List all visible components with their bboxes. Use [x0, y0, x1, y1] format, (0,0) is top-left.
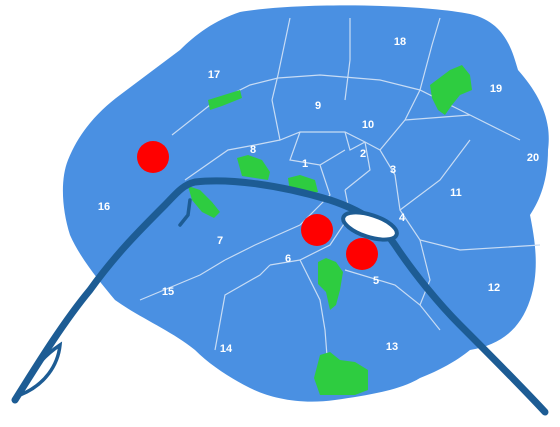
- district-label-17: 17: [208, 69, 220, 81]
- district-label-20: 20: [527, 152, 539, 164]
- district-label-8: 8: [250, 144, 256, 156]
- district-label-18: 18: [394, 36, 406, 48]
- district-label-4: 4: [399, 212, 406, 224]
- location-marker-5[interactable]: [346, 238, 378, 270]
- location-markers: [137, 141, 378, 270]
- district-label-12: 12: [488, 282, 500, 294]
- location-marker-16[interactable]: [137, 141, 169, 173]
- district-labels: 1 2 3 4 5 6 7 8 9 10 11 12 13 14 15 16 1…: [98, 36, 539, 355]
- district-label-7: 7: [217, 235, 223, 247]
- district-label-14: 14: [220, 343, 233, 355]
- location-marker-6[interactable]: [301, 214, 333, 246]
- district-label-11: 11: [450, 187, 462, 199]
- district-label-1: 1: [302, 158, 308, 170]
- district-label-6: 6: [285, 253, 291, 265]
- district-label-15: 15: [162, 286, 174, 298]
- district-label-16: 16: [98, 201, 110, 213]
- district-label-19: 19: [490, 83, 502, 95]
- parks: [188, 65, 472, 395]
- river: [11, 177, 549, 416]
- district-label-2: 2: [360, 148, 366, 160]
- district-label-9: 9: [315, 100, 321, 112]
- ile-de-la-cite: [341, 210, 399, 242]
- district-label-5: 5: [373, 275, 379, 287]
- district-label-13: 13: [386, 341, 398, 353]
- district-label-3: 3: [390, 164, 396, 176]
- district-label-10: 10: [362, 119, 374, 131]
- city-outline: [62, 5, 549, 402]
